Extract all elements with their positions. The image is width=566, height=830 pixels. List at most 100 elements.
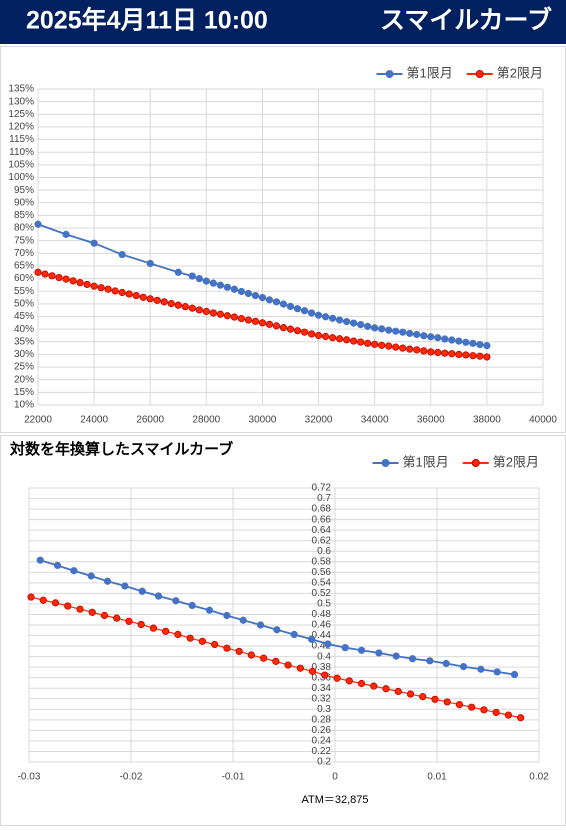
data-point bbox=[258, 319, 267, 327]
y-tick-label: 0.36 bbox=[312, 672, 332, 683]
data-point bbox=[186, 634, 194, 642]
y-tick-label: 0.54 bbox=[312, 577, 332, 588]
data-point bbox=[239, 616, 247, 624]
data-point bbox=[431, 695, 439, 703]
data-point bbox=[448, 350, 456, 358]
data-point bbox=[53, 561, 62, 570]
data-point bbox=[455, 700, 464, 709]
data-point bbox=[469, 352, 477, 360]
data-point bbox=[104, 285, 112, 293]
data-point bbox=[34, 268, 42, 276]
y-tick-label: 0.38 bbox=[312, 662, 332, 673]
data-point bbox=[462, 338, 470, 346]
legend-marker bbox=[471, 459, 480, 467]
data-point bbox=[272, 657, 280, 665]
data-point bbox=[480, 706, 488, 714]
data-point bbox=[328, 314, 337, 322]
data-point bbox=[174, 630, 182, 639]
data-point bbox=[427, 348, 435, 356]
y-tick-label: 80% bbox=[14, 223, 34, 234]
data-point bbox=[237, 287, 246, 296]
data-point bbox=[55, 273, 63, 282]
data-point bbox=[167, 300, 175, 308]
data-point bbox=[483, 353, 491, 361]
x-tick-label: 36000 bbox=[417, 415, 445, 426]
data-point bbox=[476, 340, 484, 349]
data-point bbox=[290, 630, 298, 639]
data-point bbox=[244, 316, 253, 324]
y-tick-label: 0.7 bbox=[317, 493, 331, 504]
data-point bbox=[321, 332, 330, 341]
data-point bbox=[333, 674, 341, 682]
data-point bbox=[188, 601, 196, 610]
y-tick-label: 0.6 bbox=[317, 546, 331, 557]
legend-marker bbox=[381, 459, 390, 467]
x-tick-label: -0.01 bbox=[222, 772, 245, 783]
data-point bbox=[293, 305, 302, 313]
data-point bbox=[307, 635, 316, 643]
data-point bbox=[76, 605, 84, 613]
data-point bbox=[188, 304, 196, 312]
data-point bbox=[88, 608, 96, 616]
data-point bbox=[455, 350, 463, 359]
data-point bbox=[209, 279, 217, 287]
data-point bbox=[279, 300, 288, 308]
data-point bbox=[209, 309, 217, 317]
data-point bbox=[27, 593, 35, 601]
data-point bbox=[341, 644, 349, 652]
y-tick-label: 0.22 bbox=[312, 746, 332, 757]
x-tick-label: 26000 bbox=[136, 415, 164, 426]
data-point bbox=[343, 336, 351, 344]
data-point bbox=[247, 651, 255, 659]
data-point bbox=[420, 347, 428, 355]
data-point bbox=[223, 283, 231, 291]
y-tick-label: 0.58 bbox=[312, 556, 332, 567]
data-point bbox=[392, 327, 400, 335]
data-point bbox=[392, 652, 400, 660]
data-point bbox=[335, 316, 344, 324]
data-point bbox=[202, 307, 210, 316]
data-point bbox=[132, 291, 140, 300]
data-point bbox=[244, 289, 253, 298]
x-tick-label: 38000 bbox=[473, 415, 501, 426]
y-tick-label: 105% bbox=[8, 159, 34, 170]
data-point bbox=[162, 627, 170, 635]
data-point bbox=[419, 693, 427, 701]
data-point bbox=[434, 348, 442, 357]
data-point bbox=[448, 336, 456, 344]
data-point bbox=[443, 698, 451, 706]
data-point bbox=[462, 351, 470, 359]
data-point bbox=[392, 343, 400, 351]
data-point bbox=[223, 644, 231, 652]
legend-label: 第2限月 bbox=[497, 65, 543, 80]
y-tick-label: 0.2 bbox=[317, 757, 331, 768]
y-tick-label: 35% bbox=[14, 336, 34, 347]
x-axis-label: ATM＝32,875 bbox=[301, 794, 368, 806]
data-point bbox=[195, 274, 203, 283]
y-tick-label: 15% bbox=[14, 387, 34, 398]
data-point bbox=[160, 298, 168, 306]
x-tick-label: 40000 bbox=[529, 415, 557, 426]
header-title: スマイルカーブ bbox=[380, 6, 552, 35]
legend-label: 第1限月 bbox=[407, 65, 453, 80]
y-tick-label: 60% bbox=[14, 273, 34, 284]
data-point bbox=[406, 329, 414, 338]
data-point bbox=[118, 288, 126, 297]
y-tick-label: 100% bbox=[8, 172, 34, 183]
data-point bbox=[293, 327, 302, 335]
y-tick-label: 0.64 bbox=[312, 525, 332, 536]
data-point bbox=[111, 287, 119, 295]
x-tick-label: 24000 bbox=[80, 415, 108, 426]
data-point bbox=[125, 617, 133, 625]
y-tick-label: 0.72 bbox=[312, 483, 332, 494]
data-point bbox=[265, 320, 274, 328]
data-point bbox=[413, 330, 421, 339]
data-point bbox=[371, 340, 379, 348]
data-point bbox=[103, 577, 112, 585]
y-tick-label: 90% bbox=[14, 197, 34, 208]
data-point bbox=[216, 281, 224, 289]
y-tick-label: 0.46 bbox=[312, 620, 332, 631]
data-point bbox=[174, 301, 182, 309]
data-point bbox=[477, 665, 485, 673]
data-point bbox=[87, 572, 95, 580]
